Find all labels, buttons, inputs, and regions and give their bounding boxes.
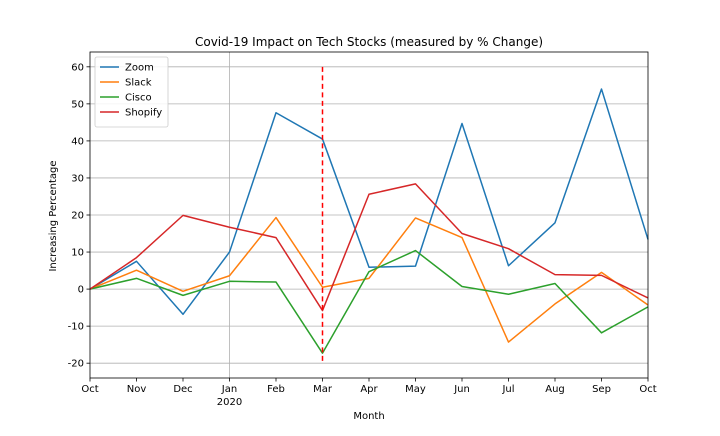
x-tick-label: Jan [221, 384, 237, 395]
x-axis-label: Month [353, 411, 384, 422]
series-line-cisco [89, 249, 649, 354]
y-tick-label: 20 [71, 211, 84, 222]
x-tick-label: Jul [501, 384, 514, 395]
y-tick-label: 50 [71, 99, 84, 110]
legend-box [94, 56, 169, 128]
x-tick-label: Feb [267, 384, 285, 395]
y-tick-label: 0 [78, 285, 84, 296]
x-tick-sublabel: 2020 [217, 397, 242, 408]
grid [90, 52, 648, 378]
series-line-shopify [89, 183, 649, 312]
y-tick-label: -10 [68, 322, 84, 333]
x-tick-label: Apr [360, 384, 378, 395]
series-lines [89, 88, 649, 354]
x-tick-label: Oct [81, 384, 98, 395]
y-tick-label: 60 [71, 62, 84, 73]
x-tick-label: Oct [639, 384, 656, 395]
legend-label: Cisco [125, 93, 152, 104]
x-tick-label: Sep [592, 384, 611, 395]
x-tick-label: Mar [313, 384, 333, 395]
legend-label: Slack [125, 78, 152, 89]
y-tick-label: 30 [71, 173, 84, 184]
series-line-slack [89, 216, 649, 343]
axes: -20 -10 0 10 20 30 40 50 60 Oct Nov Dec Jan 2020 Feb Ma… [68, 62, 657, 408]
y-axis-label: Increasing Percentage [48, 160, 59, 271]
legend: Zoom Slack Cisco Shopify [94, 56, 169, 128]
legend-label: Shopify [125, 108, 162, 119]
y-tick-label: 10 [71, 248, 84, 259]
x-tick-label: May [405, 384, 426, 395]
series-line-zoom [89, 88, 649, 316]
legend-label: Zoom [125, 63, 154, 74]
x-tick-label: Aug [545, 384, 565, 395]
y-tick-label: 40 [71, 136, 84, 147]
x-tick-label: Jun [453, 384, 470, 395]
x-tick-label: Nov [127, 384, 147, 395]
chart-title: Covid-19 Impact on Tech Stocks (measured… [195, 35, 543, 49]
x-tick-label: Dec [173, 384, 192, 395]
y-tick-label: -20 [68, 359, 84, 370]
